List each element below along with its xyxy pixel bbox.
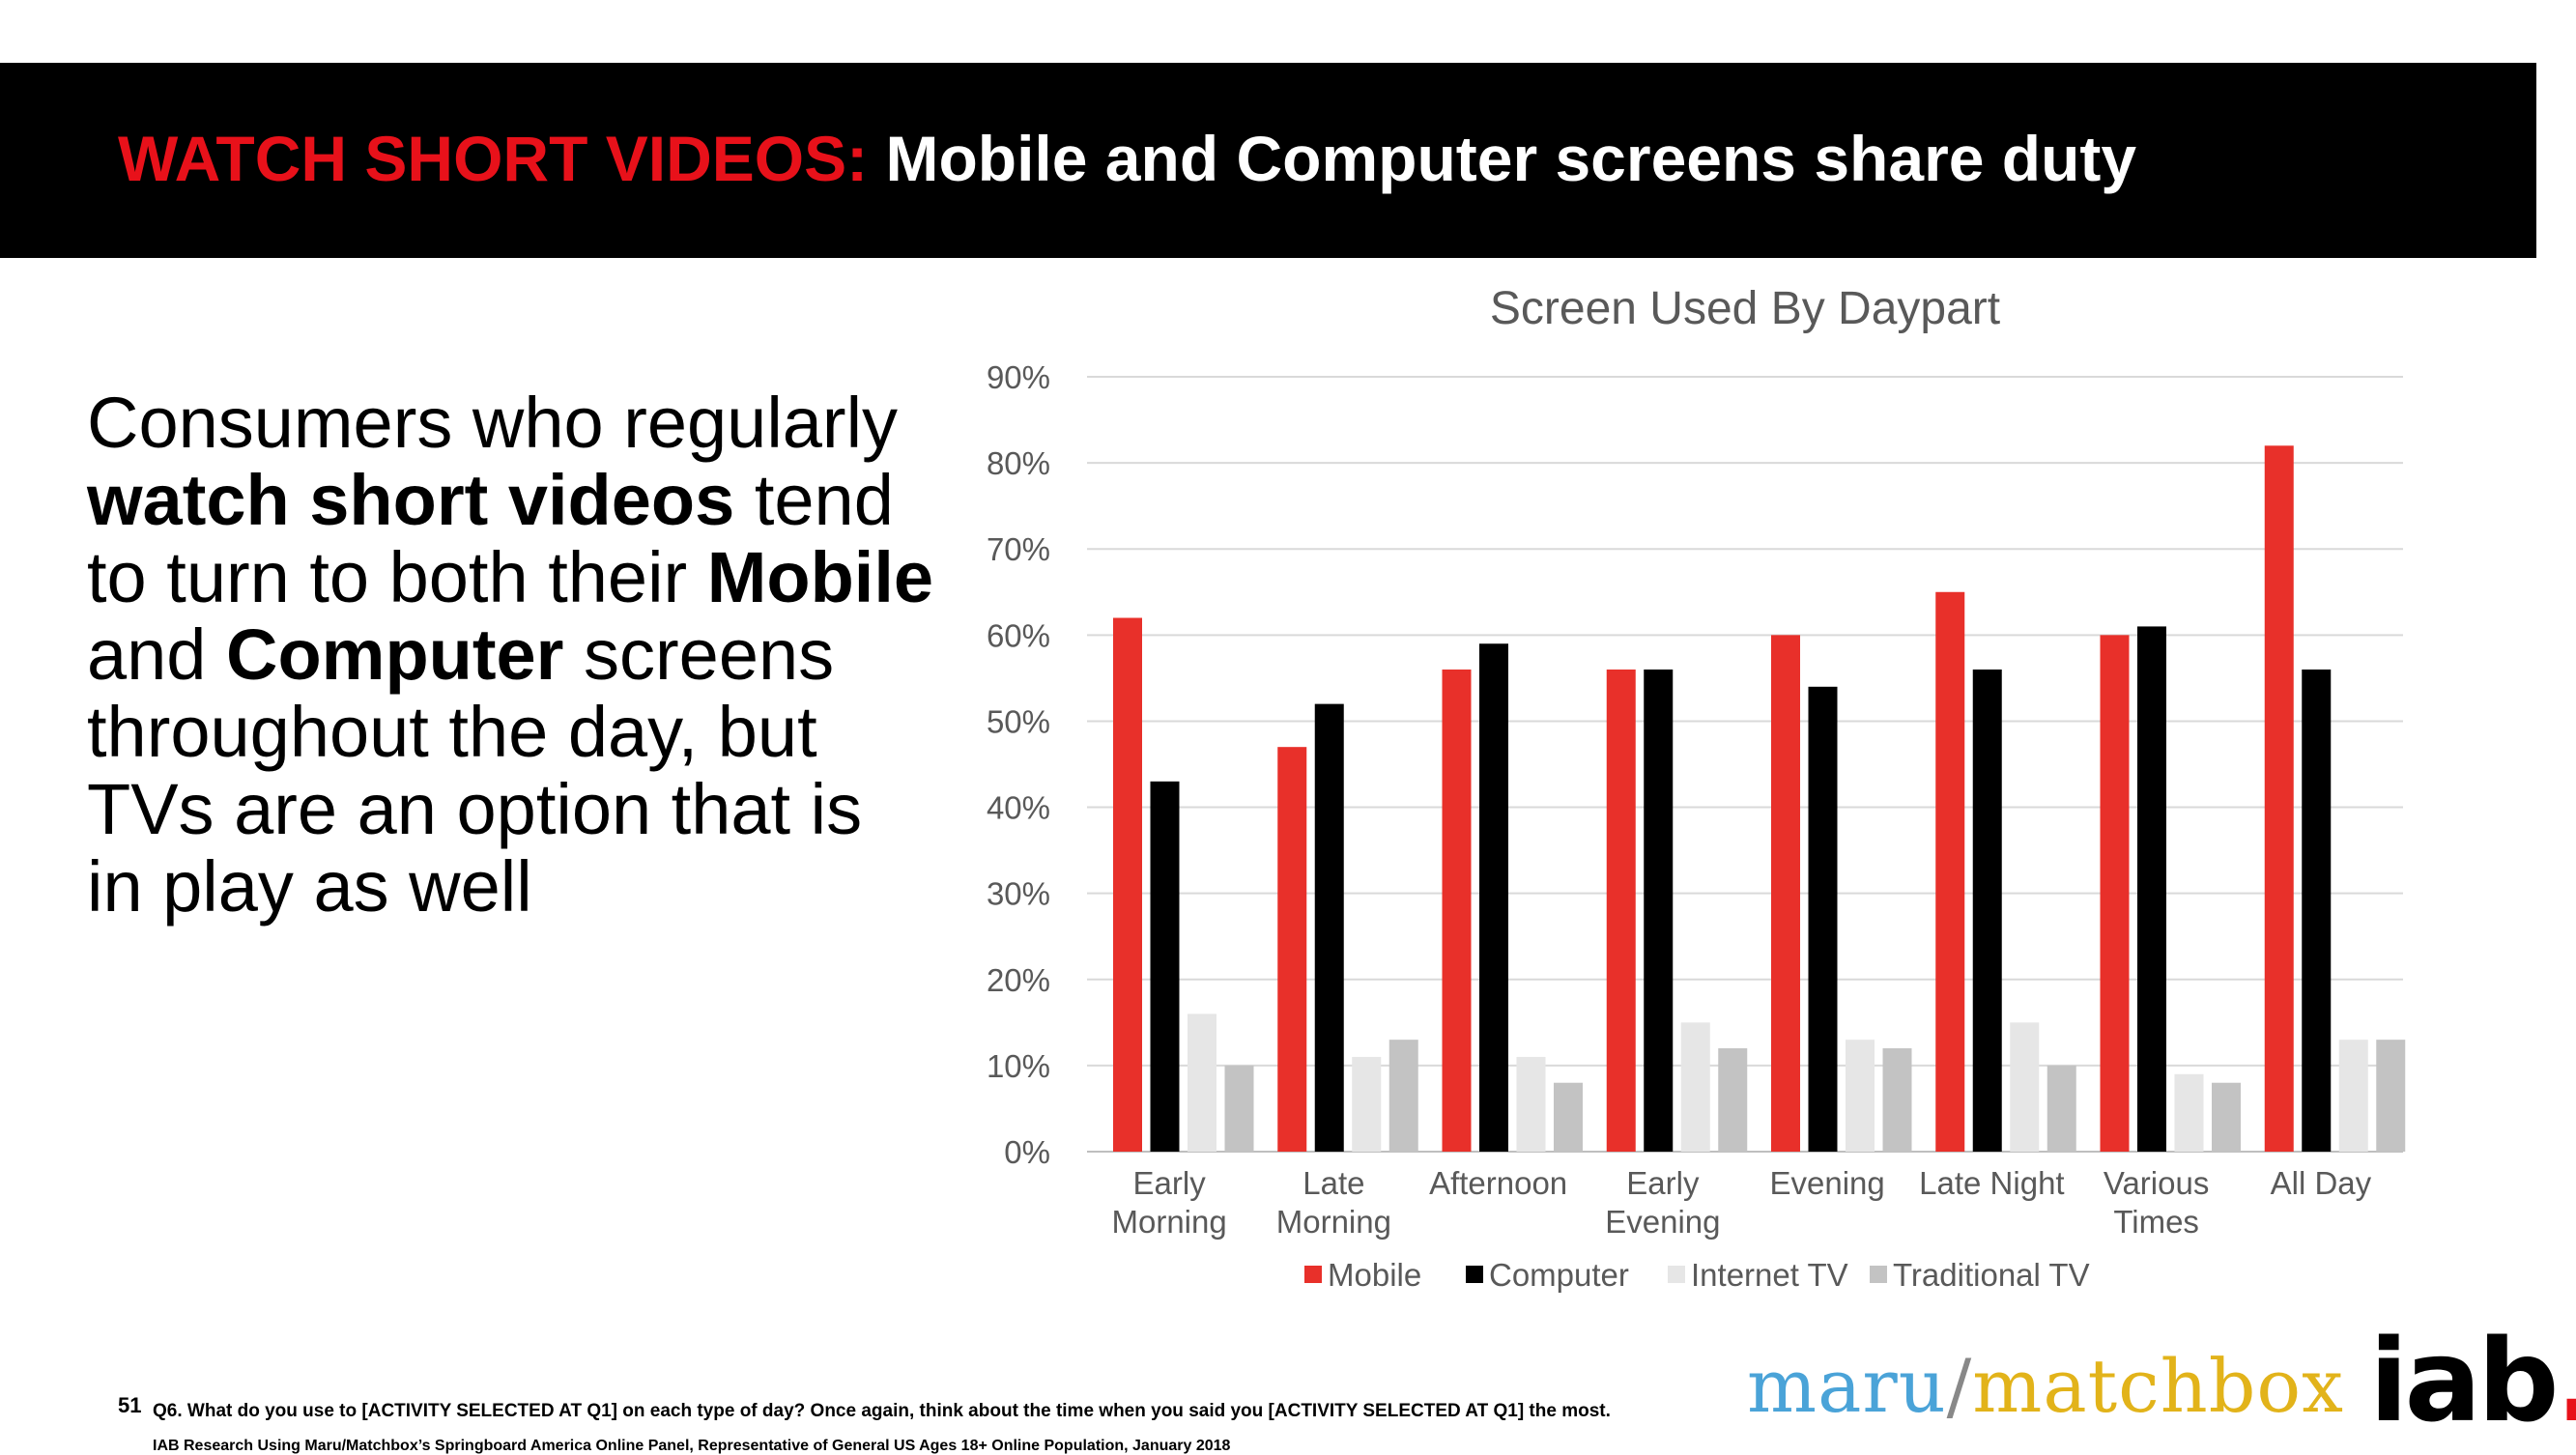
legend-swatch [1668, 1266, 1685, 1283]
x-tick-label: Times [2113, 1204, 2199, 1240]
bar-internet-tv [1188, 1013, 1216, 1152]
bar-internet-tv [2010, 1022, 2040, 1152]
legend-swatch [1304, 1266, 1322, 1283]
y-tick-label: 70% [987, 531, 1050, 567]
bar-traditional-tv [1882, 1048, 1912, 1152]
x-tick-label: Morning [1112, 1204, 1227, 1240]
bar-internet-tv [2174, 1073, 2204, 1152]
slide-title: WATCH SHORT VIDEOS: Mobile and Computer … [118, 121, 2136, 197]
logo-slash: / [1946, 1343, 1973, 1429]
x-tick-label: Afternoon [1429, 1165, 1567, 1201]
logo-maru-text: maru [1747, 1343, 1947, 1429]
x-tick-label: Morning [1276, 1204, 1391, 1240]
body-text-bold: Mobile [706, 537, 934, 617]
y-tick-label: 80% [987, 445, 1050, 481]
title-banner: WATCH SHORT VIDEOS: Mobile and Computer … [0, 63, 2536, 258]
y-tick-label: 50% [987, 703, 1050, 739]
legend-swatch [1466, 1266, 1483, 1283]
bar-computer [1972, 669, 2002, 1152]
y-tick-label: 20% [987, 962, 1050, 998]
bar-computer [1644, 669, 1674, 1152]
maru-matchbox-logo: maru/matchbox [1747, 1343, 2344, 1429]
x-tick-label: Early [1133, 1165, 1207, 1201]
title-highlight: WATCH SHORT VIDEOS: [118, 123, 869, 194]
x-tick-label: Late [1302, 1165, 1364, 1201]
bar-internet-tv [1352, 1056, 1382, 1152]
body-text-bold: Computer [226, 614, 564, 695]
bar-computer [2137, 626, 2166, 1152]
bar-computer [1150, 781, 1180, 1152]
bar-mobile [2264, 445, 2294, 1152]
bar-mobile [1935, 591, 1965, 1152]
x-tick-label: Evening [1769, 1165, 1884, 1201]
bar-traditional-tv [2376, 1040, 2406, 1152]
body-text-part: tend to turn to both their [87, 460, 894, 617]
y-tick-label: 40% [987, 790, 1050, 826]
legend-label: Mobile [1328, 1257, 1421, 1293]
logo-iab-dot: . [2556, 1314, 2576, 1447]
x-tick-label: All Day [2271, 1165, 2372, 1201]
body-text-part: and [87, 614, 227, 695]
source-footnote: IAB Research Using Maru/Matchbox’s Sprin… [153, 1438, 1231, 1454]
logo-matchbox-text: matchbox [1972, 1343, 2344, 1429]
title-rest: Mobile and Computer screens share duty [885, 123, 2137, 194]
logo-iab-text: iab [2369, 1314, 2560, 1447]
body-text: Consumers who regularly watch short vide… [87, 385, 937, 926]
bar-computer [1479, 643, 1508, 1152]
bar-computer [1808, 686, 1838, 1152]
question-footnote: Q6. What do you use to [ACTIVITY SELECTE… [153, 1401, 1611, 1421]
bar-mobile [1277, 747, 1307, 1152]
body-text-bold: watch short videos [87, 460, 735, 540]
body-text-part: screens throughout the day, but TVs are … [87, 614, 863, 927]
bar-mobile [2100, 635, 2130, 1152]
bar-traditional-tv [1388, 1040, 1418, 1152]
bar-traditional-tv [2212, 1082, 2241, 1152]
bar-traditional-tv [2046, 1065, 2076, 1152]
chart-title: Screen Used By Daypart [1490, 283, 2000, 334]
y-tick-label: 10% [987, 1048, 1050, 1084]
y-tick-label: 30% [987, 876, 1050, 912]
legend-swatch [1870, 1266, 1887, 1283]
legend-label: Computer [1489, 1257, 1629, 1293]
iab-logo: iab. [2369, 1314, 2576, 1447]
bar-internet-tv [1846, 1040, 1875, 1152]
body-text-part: Consumers who regularly [87, 383, 899, 463]
bar-internet-tv [1516, 1056, 1546, 1152]
bar-computer [2302, 669, 2332, 1152]
x-tick-label: Early [1626, 1165, 1700, 1201]
daypart-bar-chart: Screen Used By Daypart 0% 10% 20% 30% 40% 50% 6… [987, 283, 2406, 1293]
bar-mobile [1442, 669, 1472, 1152]
bar-mobile [1771, 635, 1800, 1152]
x-tick-label: Evening [1605, 1204, 1720, 1240]
bar-computer [1314, 703, 1344, 1152]
bar-traditional-tv [1718, 1048, 1748, 1152]
bar-traditional-tv [1554, 1082, 1583, 1152]
y-tick-label: 0% [1004, 1134, 1050, 1170]
legend-label: Internet TV [1691, 1257, 1848, 1293]
y-tick-label: 90% [987, 359, 1050, 395]
x-tick-label: Late Night [1919, 1165, 2064, 1201]
bar-internet-tv [1680, 1022, 1710, 1152]
bar-internet-tv [2338, 1040, 2368, 1152]
legend-label: Traditional TV [1893, 1257, 2090, 1293]
bar-traditional-tv [1224, 1065, 1254, 1152]
x-tick-label: Various [2104, 1165, 2209, 1201]
bar-mobile [1113, 617, 1142, 1152]
page-number: 51 [118, 1393, 142, 1417]
y-tick-label: 60% [987, 617, 1050, 653]
bar-mobile [1606, 669, 1636, 1152]
